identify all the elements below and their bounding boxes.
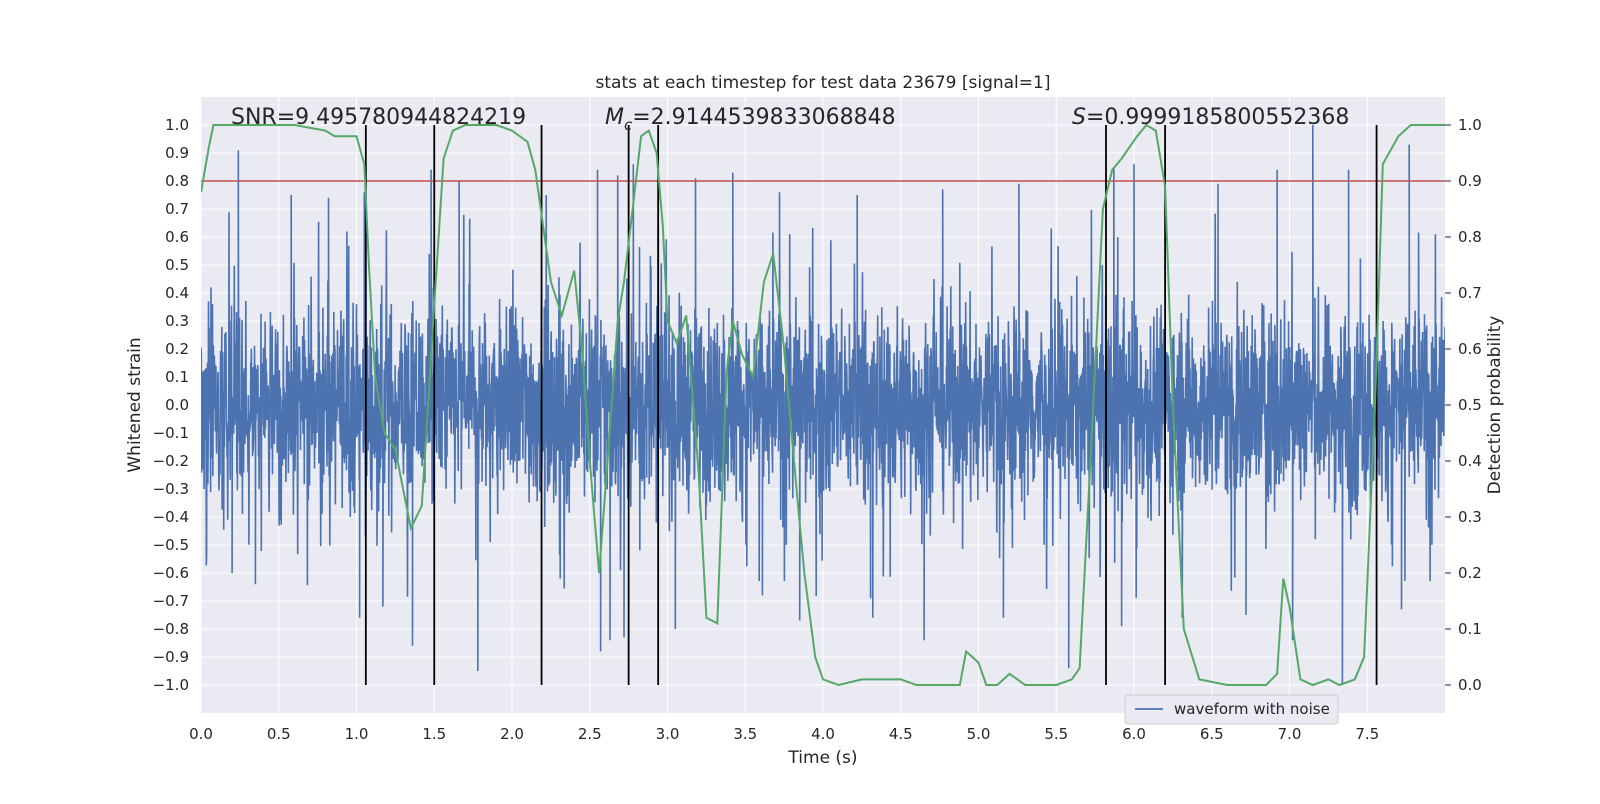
spin-symbol: S — [1072, 105, 1086, 130]
y2-tick-label: 0.5 — [1458, 396, 1482, 414]
y2-tick-label: 0.4 — [1458, 452, 1482, 470]
x-tick-label: 3.5 — [733, 725, 757, 743]
y2-tick-label: 0.6 — [1458, 340, 1482, 358]
y-tick-label: −0.6 — [153, 564, 189, 582]
y2-tick-label: 0.8 — [1458, 228, 1482, 246]
y-tick-label: 0.5 — [165, 256, 189, 274]
y-tick-label: 0.1 — [165, 368, 189, 386]
x-tick-label: 5.5 — [1044, 725, 1068, 743]
chirp-mass-value: =2.9144539833068848 — [632, 105, 895, 130]
probability-series — [201, 123, 1445, 687]
chart-title: stats at each timestep for test data 236… — [596, 73, 1051, 93]
x-tick-label: 2.0 — [500, 725, 524, 743]
y-axis-ticks: 1.0 0.9 0.8 0.7 0.6 0.5 0.4 0.3 0.2 0.1 0.0 −0.1 −0.… — [153, 116, 189, 694]
y-tick-label: 0.4 — [165, 284, 189, 302]
y-tick-label: 0.8 — [165, 172, 189, 190]
x-tick-label: 4.0 — [811, 725, 835, 743]
x-axis-ticks: 0.0 0.5 1.0 1.5 2.0 2.5 3.0 3.5 4.0 4.5 5.0 5.5 6.0 6… — [189, 725, 1379, 743]
y-tick-label: 0.9 — [165, 144, 189, 162]
y-tick-label: −0.5 — [153, 536, 189, 554]
legend: waveform with noise — [1124, 694, 1339, 725]
y2-tick-label: 0.9 — [1458, 172, 1482, 190]
x-tick-label: 3.0 — [656, 725, 680, 743]
chirp-mass-subscript: c — [624, 116, 633, 134]
y-tick-label: 1.0 — [165, 116, 189, 134]
y-tick-label: −0.8 — [153, 620, 189, 638]
chirp-mass-annotation: Mc=2.9144539833068848 — [605, 105, 896, 134]
x-tick-label: 7.5 — [1355, 725, 1379, 743]
y-tick-label: −0.4 — [153, 508, 189, 526]
y-tick-label: −0.7 — [153, 592, 189, 610]
y-tick-label: 0.7 — [165, 200, 189, 218]
y2-axis-label: Detection probability — [1485, 316, 1505, 495]
y-tick-label: 0.0 — [165, 396, 189, 414]
x-tick-label: 7.0 — [1278, 725, 1302, 743]
y-tick-label: −0.1 — [153, 424, 189, 442]
spin-value: =0.9999185800552368 — [1086, 105, 1349, 130]
y2-tick-label: 0.1 — [1458, 620, 1482, 638]
y2-tick-label: 0.2 — [1458, 564, 1482, 582]
x-tick-label: 4.5 — [889, 725, 913, 743]
y2-tick-label: 1.0 — [1458, 116, 1482, 134]
snr-annotation: SNR=9.495780944824219 — [231, 105, 526, 130]
x-tick-label: 1.5 — [422, 725, 446, 743]
legend-box — [1124, 694, 1339, 725]
legend-label-waveform: waveform with noise — [1174, 700, 1330, 718]
waveform-trace — [201, 124, 1445, 686]
x-tick-label: 1.0 — [345, 725, 369, 743]
y-tick-label: −0.2 — [153, 452, 189, 470]
waveform-series — [201, 124, 1445, 686]
x-tick-label: 2.5 — [578, 725, 602, 743]
y-tick-label: 0.6 — [165, 228, 189, 246]
y-tick-label: 0.2 — [165, 340, 189, 358]
x-tick-label: 6.0 — [1122, 725, 1146, 743]
chirp-mass-symbol: M — [605, 105, 624, 130]
y2-axis-ticks: 1.0 0.9 0.8 0.7 0.6 0.5 0.4 0.3 0.2 0.1 0.0 — [1445, 116, 1482, 694]
y-tick-label: −1.0 — [153, 676, 189, 694]
x-tick-label: 5.0 — [967, 725, 991, 743]
y2-tick-label: 0.0 — [1458, 676, 1482, 694]
x-tick-label: 0.5 — [267, 725, 291, 743]
y-tick-label: −0.9 — [153, 648, 189, 666]
probability-line — [201, 123, 1445, 687]
x-axis-label: Time (s) — [787, 748, 857, 768]
x-tick-label: 0.0 — [189, 725, 213, 743]
y-tick-label: 0.3 — [165, 312, 189, 330]
y2-tick-label: 0.7 — [1458, 284, 1482, 302]
y-tick-label: −0.3 — [153, 480, 189, 498]
spin-annotation: S=0.9999185800552368 — [1072, 105, 1349, 130]
x-tick-label: 6.5 — [1200, 725, 1224, 743]
y2-tick-label: 0.3 — [1458, 508, 1482, 526]
y-axis-label: Whitened strain — [125, 337, 145, 472]
